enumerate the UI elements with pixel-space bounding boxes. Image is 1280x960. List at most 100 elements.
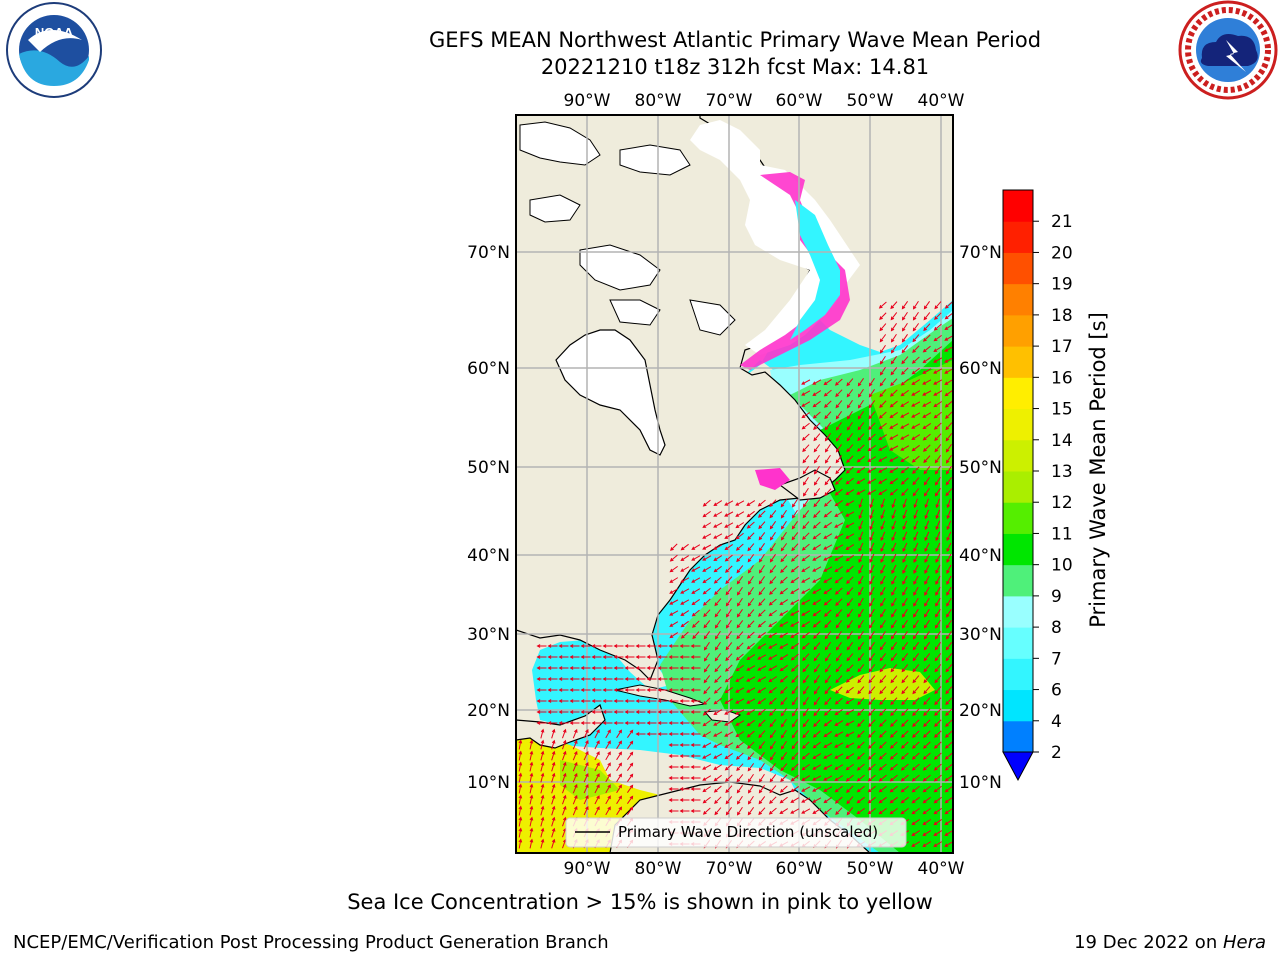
wave-arrow xyxy=(869,608,875,618)
wave-arrow xyxy=(933,763,942,771)
wave-arrow xyxy=(933,401,943,408)
wave-arrow xyxy=(891,542,897,553)
wave-arrow xyxy=(724,500,734,506)
wave-arrow xyxy=(540,805,545,816)
wave-arrow xyxy=(868,686,876,695)
wave-arrow xyxy=(868,619,875,629)
wave-arrow xyxy=(944,785,953,793)
wave-arrow xyxy=(780,718,787,728)
wave-arrow xyxy=(923,642,931,651)
wave-arrow xyxy=(912,311,919,321)
wave-arrow xyxy=(913,597,919,607)
wave-arrow xyxy=(668,721,679,725)
wave-arrow xyxy=(646,710,657,714)
wave-arrow xyxy=(736,774,744,783)
wave-arrow xyxy=(834,753,844,759)
wave-arrow xyxy=(911,741,920,749)
wave-arrow xyxy=(540,838,545,849)
wave-arrow xyxy=(713,565,722,573)
wave-arrow xyxy=(713,544,723,550)
wave-arrow xyxy=(867,456,877,462)
wave-arrow xyxy=(868,642,876,651)
colorbar-swatch xyxy=(1003,221,1033,253)
wave-arrow xyxy=(857,399,864,409)
wave-arrow xyxy=(813,433,821,442)
wave-arrow xyxy=(591,699,602,703)
wave-arrow xyxy=(823,566,833,572)
wave-arrow xyxy=(946,531,952,542)
wave-arrow xyxy=(946,542,952,553)
wave-arrow xyxy=(923,631,930,640)
wave-arrow xyxy=(690,688,701,692)
wave-arrow xyxy=(746,730,755,738)
wave-arrow xyxy=(856,796,865,804)
wave-arrow xyxy=(569,721,580,725)
wave-arrow xyxy=(900,445,910,451)
wave-arrow xyxy=(725,631,732,640)
wave-arrow xyxy=(724,522,734,528)
lon-label-top: 40°W xyxy=(918,91,965,111)
wave-arrow xyxy=(923,444,931,452)
wave-arrow xyxy=(769,730,777,739)
wave-arrow xyxy=(551,827,556,838)
wave-arrow xyxy=(812,808,822,814)
wave-arrow xyxy=(736,609,743,618)
wave-arrow xyxy=(901,334,908,343)
wave-arrow xyxy=(879,366,886,376)
wave-arrow xyxy=(529,739,534,750)
wave-arrow xyxy=(613,688,624,692)
wave-arrow xyxy=(867,467,877,473)
colorbar-tick-label: 4 xyxy=(1051,712,1062,732)
wave-arrow xyxy=(724,664,733,672)
colorbar-swatch xyxy=(1003,283,1033,316)
wave-arrow xyxy=(801,412,811,419)
wave-arrow xyxy=(834,796,843,804)
wave-arrow xyxy=(834,566,844,573)
wave-arrow xyxy=(624,666,635,670)
wave-arrow xyxy=(889,752,898,760)
wave-arrow xyxy=(529,772,534,783)
wave-arrow xyxy=(725,587,733,596)
wave-arrow xyxy=(901,708,909,717)
wave-arrow xyxy=(668,776,679,780)
wave-arrow xyxy=(547,666,558,670)
wave-arrow xyxy=(724,554,733,562)
wave-arrow xyxy=(902,520,908,531)
wave-arrow xyxy=(616,762,622,772)
wave-arrow xyxy=(857,697,865,706)
wave-arrow xyxy=(757,643,767,649)
wave-arrow xyxy=(769,796,777,804)
wave-arrow xyxy=(923,487,930,497)
wave-arrow xyxy=(912,686,920,695)
wave-arrow xyxy=(846,421,853,431)
wave-arrow xyxy=(823,379,832,386)
wave-arrow xyxy=(923,730,931,738)
wave-arrow xyxy=(746,654,756,661)
wave-arrow xyxy=(901,653,909,662)
wave-arrow xyxy=(868,411,876,420)
wave-arrow xyxy=(933,379,943,385)
wave-arrow xyxy=(922,433,931,441)
wave-arrow xyxy=(602,644,613,648)
wave-arrow xyxy=(713,753,723,759)
wave-arrow xyxy=(801,379,811,385)
wave-arrow xyxy=(757,687,767,693)
wave-arrow xyxy=(802,685,809,695)
wave-arrow xyxy=(735,522,745,529)
wave-arrow xyxy=(702,775,712,781)
wave-arrow xyxy=(835,630,842,640)
wave-arrow xyxy=(580,655,591,659)
wave-arrow xyxy=(856,478,866,484)
wave-arrow xyxy=(669,621,679,627)
wave-arrow xyxy=(691,609,700,617)
wave-arrow xyxy=(580,666,591,670)
wave-arrow xyxy=(551,838,556,849)
wave-arrow xyxy=(769,510,777,519)
wave-arrow xyxy=(547,721,558,725)
wave-arrow xyxy=(933,796,942,804)
wave-arrow xyxy=(902,498,907,509)
wave-arrow xyxy=(835,455,843,464)
wave-arrow xyxy=(945,488,953,497)
wave-arrow xyxy=(813,465,820,475)
wave-arrow xyxy=(944,324,953,331)
